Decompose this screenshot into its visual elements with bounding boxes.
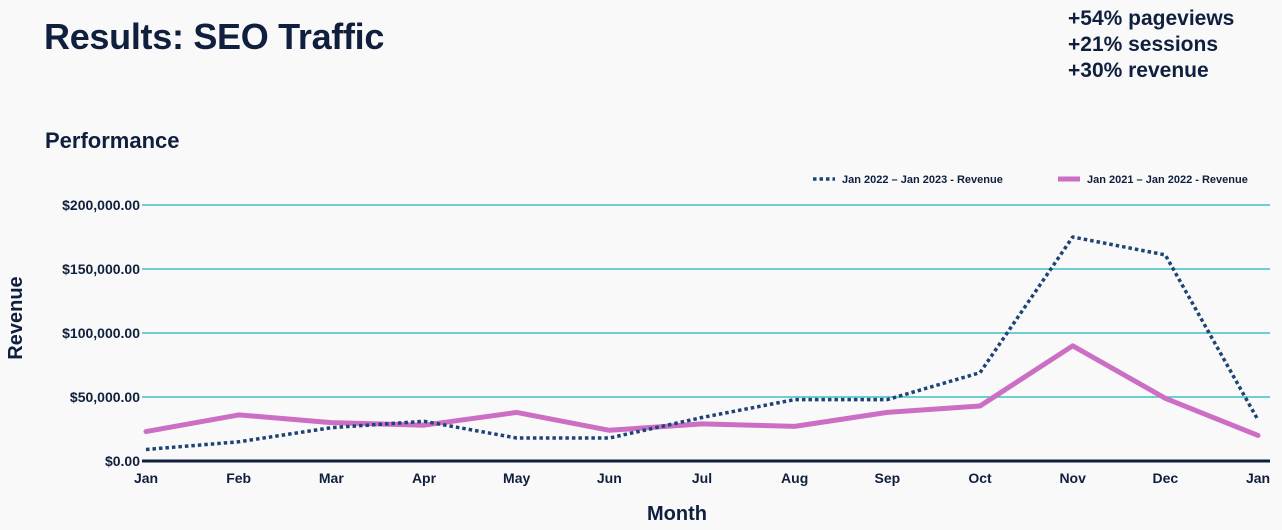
x-tick-label: Jul [692,470,712,486]
legend-label: Jan 2022 – Jan 2023 - Revenue [842,174,1003,186]
y-tick-label: $0.00 [105,453,140,469]
slide-title: Results: SEO Traffic [44,16,385,57]
x-tick-labels: Jan Feb Mar Apr May Jun Jul Aug Sep Oct Nov Dec Jan [134,470,1270,486]
y-tick-label: $50,000.00 [70,389,140,405]
y-tick-label: $100,000.00 [62,325,140,341]
x-tick-label: Mar [319,470,344,486]
legend-item-2021-2022: Jan 2021 – Jan 2022 - Revenue [1058,174,1248,186]
chart-title: Performance [45,128,180,153]
series-lines [143,235,1261,452]
stat-pageviews: +54% pageviews [1068,7,1235,30]
results-stats: +54% pageviews +21% sessions +30% revenu… [1068,6,1234,84]
x-tick-label: Oct [968,470,992,486]
y-axis-title: Revenue [5,276,27,359]
x-axis-title: Month [647,503,707,525]
x-tick-label: Nov [1059,470,1086,486]
y-tick-label: $200,000.00 [62,197,140,213]
x-tick-label: Jun [597,470,622,486]
x-tick-label: Dec [1152,470,1178,486]
x-tick-label: Jan [134,470,158,486]
legend: Jan 2022 – Jan 2023 - Revenue Jan 2021 – … [813,174,1248,186]
x-tick-label: Jan [1246,470,1270,486]
y-tick-labels: $0.00 $50,000.00 $100,000.00 $150,000.00 $20… [62,197,140,469]
x-tick-label: Aug [781,470,808,486]
series-line-2021-2022 [143,343,1261,438]
x-tick-label: May [503,470,530,486]
legend-label: Jan 2021 – Jan 2022 - Revenue [1087,174,1248,186]
x-tick-label: Apr [412,470,437,486]
x-tick-label: Feb [226,470,251,486]
stat-sessions: +21% sessions [1068,33,1219,56]
gridlines [142,204,1270,463]
series-line-2022-2023 [145,235,1260,452]
y-tick-label: $150,000.00 [62,261,140,277]
x-tick-label: Sep [874,470,900,486]
legend-item-2022-2023: Jan 2022 – Jan 2023 - Revenue [813,174,1003,186]
stat-revenue: +30% revenue [1068,59,1209,82]
